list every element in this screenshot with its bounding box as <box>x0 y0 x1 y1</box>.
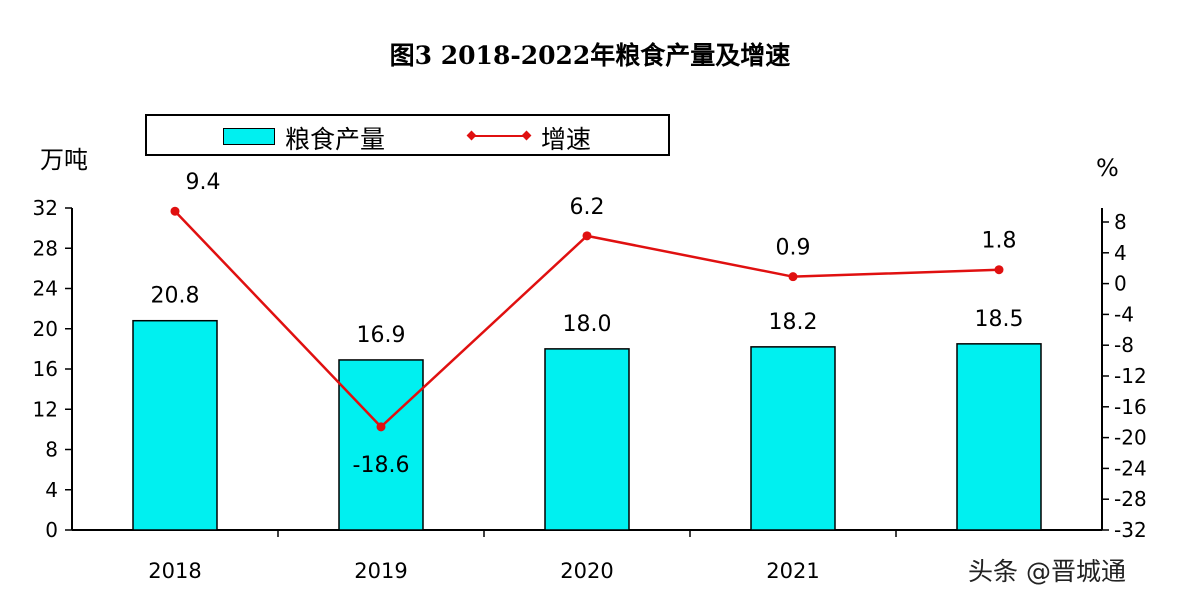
legend-swatch-line <box>466 130 532 141</box>
y-tick-label: 24 <box>33 277 58 301</box>
bar-data-label: 18.0 <box>563 312 612 337</box>
y2-tick-label: -4 <box>1114 302 1134 326</box>
y2-tick-label: 8 <box>1114 210 1127 234</box>
bar-data-label: 18.2 <box>769 310 818 335</box>
legend-label-line: 增速 <box>541 125 592 154</box>
watermark: 头条 @晋城通 <box>968 557 1126 586</box>
legend-label-bar: 粮食产量 <box>285 125 386 154</box>
bar <box>338 359 424 531</box>
y2-tick-label: -20 <box>1114 426 1147 450</box>
y-tick-label: 32 <box>33 196 58 220</box>
y-tick-label: 20 <box>33 317 58 341</box>
x-tick-label: 2020 <box>560 559 613 583</box>
y2-tick-label: -8 <box>1114 333 1134 357</box>
growth-point <box>788 272 798 282</box>
growth-point <box>582 231 592 241</box>
y-axis-label: 万吨 <box>40 146 88 174</box>
y2-tick-label: -24 <box>1114 456 1147 480</box>
y2-tick-label: 4 <box>1114 241 1127 265</box>
y2-tick-label: 0 <box>1114 272 1127 296</box>
bar <box>544 348 630 531</box>
y-tick-label: 4 <box>45 478 58 502</box>
legend-swatch-bar <box>223 128 275 145</box>
growth-point <box>376 422 386 432</box>
y-tick-label: 12 <box>33 397 58 421</box>
growth-point <box>994 265 1004 275</box>
growth-data-label: -18.6 <box>353 453 410 478</box>
y-tick-label: 8 <box>45 438 58 462</box>
x-tick-label: 2021 <box>766 559 819 583</box>
y2-tick-label: -12 <box>1114 364 1147 388</box>
legend: 粮食产量 增速 <box>145 114 670 156</box>
y-tick-label: 16 <box>33 357 58 381</box>
growth-point <box>170 206 180 216</box>
growth-data-label: 1.8 <box>982 229 1017 254</box>
bar <box>956 343 1042 531</box>
x-tick-label: 2018 <box>148 559 201 583</box>
bar-data-label: 18.5 <box>975 307 1024 332</box>
y2-tick-label: -16 <box>1114 395 1147 419</box>
bar-data-label: 20.8 <box>151 284 200 309</box>
y-tick-label: 0 <box>45 518 58 542</box>
bar-data-label: 16.9 <box>357 323 406 348</box>
y2-tick-label: -28 <box>1114 487 1147 511</box>
growth-data-label: 0.9 <box>776 236 811 261</box>
bar <box>750 346 836 531</box>
chart-title: 图3 2018-2022年粮食产量及增速 <box>389 41 791 70</box>
growth-data-label: 9.4 <box>186 170 221 195</box>
growth-data-label: 6.2 <box>570 195 605 220</box>
x-tick-label: 2019 <box>354 559 407 583</box>
y2-axis-label: % <box>1096 154 1119 182</box>
y-tick-label: 28 <box>33 236 58 260</box>
y2-tick-label: -32 <box>1114 518 1147 542</box>
bar <box>132 319 218 531</box>
